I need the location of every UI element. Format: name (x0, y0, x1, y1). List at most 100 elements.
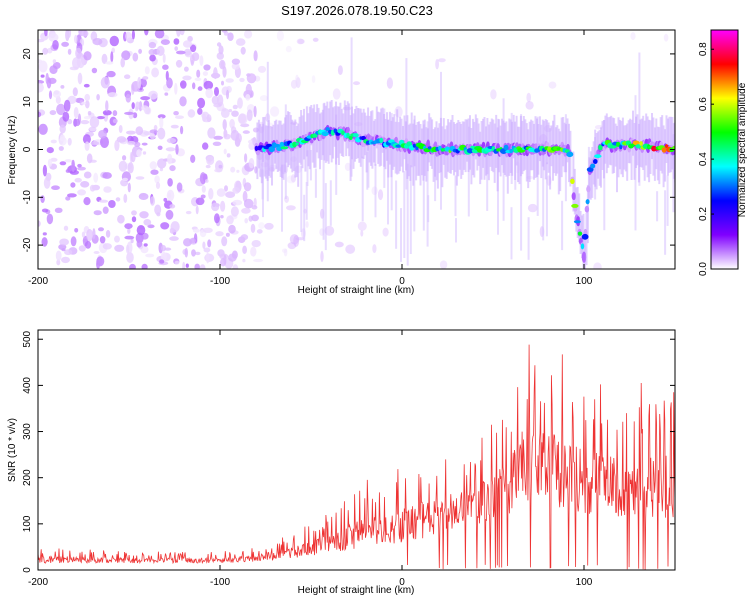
noise-blob (61, 256, 70, 264)
ridge-halo (387, 119, 390, 178)
ridge-core (321, 131, 329, 137)
ridge-core (295, 142, 300, 146)
noise-blob (241, 207, 251, 214)
noise-blob (124, 235, 135, 240)
noise-blob (47, 158, 53, 167)
snr-marks (38, 344, 675, 570)
streak (656, 191, 659, 222)
snr-xtick-label: -100 (210, 577, 230, 588)
noise-blob (77, 166, 86, 171)
noise-blob (141, 263, 148, 269)
streak (664, 190, 667, 255)
noise-blob (50, 139, 57, 144)
noise-blob (90, 141, 100, 146)
noise-blob (131, 102, 135, 110)
noise-blob (232, 199, 243, 206)
noise-blob (282, 248, 288, 253)
noise-blob (276, 30, 284, 42)
noise-blob (207, 239, 212, 248)
noise-blob (190, 44, 197, 53)
ridge-halo (636, 114, 639, 166)
streak (261, 169, 264, 200)
noise-blob (106, 70, 116, 78)
noise-blob (197, 107, 203, 115)
ridge-core (352, 133, 359, 138)
noise-blob (240, 123, 250, 128)
noise-blob (228, 253, 237, 262)
noise-blob (164, 92, 169, 96)
noise-blob (125, 31, 132, 41)
noise-blob (58, 146, 64, 151)
ridge-band (571, 192, 576, 201)
noise-blob (320, 250, 324, 263)
streak (545, 162, 548, 237)
ridge-halo (288, 112, 291, 166)
noise-blob (295, 237, 305, 241)
noise-blob (438, 58, 446, 63)
noise-blob (96, 256, 105, 267)
noise-blob (166, 77, 173, 89)
noise-blob (86, 153, 93, 164)
noise-blob (195, 197, 205, 206)
snr-xtick-label: 100 (576, 577, 593, 588)
ridge-halo (349, 115, 352, 181)
noise-blob (227, 32, 234, 41)
noise-blob (125, 130, 136, 135)
streak (305, 182, 308, 220)
noise-blob (70, 182, 76, 188)
ridge-halo (562, 117, 565, 167)
noise-blob (312, 37, 319, 42)
noise-blob (121, 50, 131, 61)
noise-blob (89, 184, 96, 192)
ridge-halo (441, 126, 444, 188)
colorbar-label: Normalized spectral amplitude (737, 82, 748, 217)
noise-blob (270, 106, 280, 117)
ridge-halo (600, 127, 602, 188)
ridge-halo (305, 106, 308, 157)
noise-blob (169, 204, 176, 209)
ridge-band (584, 205, 590, 213)
ridge-halo (266, 125, 269, 181)
noise-blob (70, 236, 77, 247)
noise-blob (84, 93, 90, 102)
noise-blob (148, 49, 156, 56)
noise-blob (170, 221, 180, 233)
streak (561, 200, 564, 251)
ridge-halo (553, 114, 556, 174)
ridge-core (361, 135, 366, 141)
noise-blob (231, 62, 240, 70)
noise-blob (109, 35, 120, 47)
noise-blob (244, 218, 248, 224)
noise-blob (190, 59, 194, 66)
noise-blob (211, 202, 220, 212)
ridge-core (632, 140, 640, 146)
ridge-halo (419, 124, 422, 186)
ridge-halo (626, 123, 629, 181)
ridge-core (279, 141, 285, 148)
noise-blob (251, 205, 258, 210)
noise-blob (55, 250, 62, 262)
noise-blob (311, 75, 316, 83)
noise-blob (199, 55, 204, 66)
noise-blob (174, 82, 178, 95)
noise-blob (353, 81, 360, 86)
ridge-halo (549, 128, 552, 190)
spectrogram-ylabel: Frequency (Hz) (7, 116, 18, 185)
noise-blob (145, 253, 155, 258)
ridge-core (580, 243, 585, 250)
streak (303, 194, 306, 242)
noise-blob (84, 240, 92, 249)
ridge-halo (474, 114, 477, 160)
noise-blob (176, 182, 183, 192)
noise-blob (127, 228, 131, 234)
spectrogram-xtick-label: 0 (399, 276, 405, 287)
streak (542, 140, 545, 241)
noise-blob (296, 38, 305, 45)
noise-blob (92, 228, 96, 240)
noise-blob (150, 196, 155, 206)
ridge-halo (489, 121, 492, 167)
noise-blob (226, 153, 231, 158)
noise-blob (83, 171, 92, 179)
